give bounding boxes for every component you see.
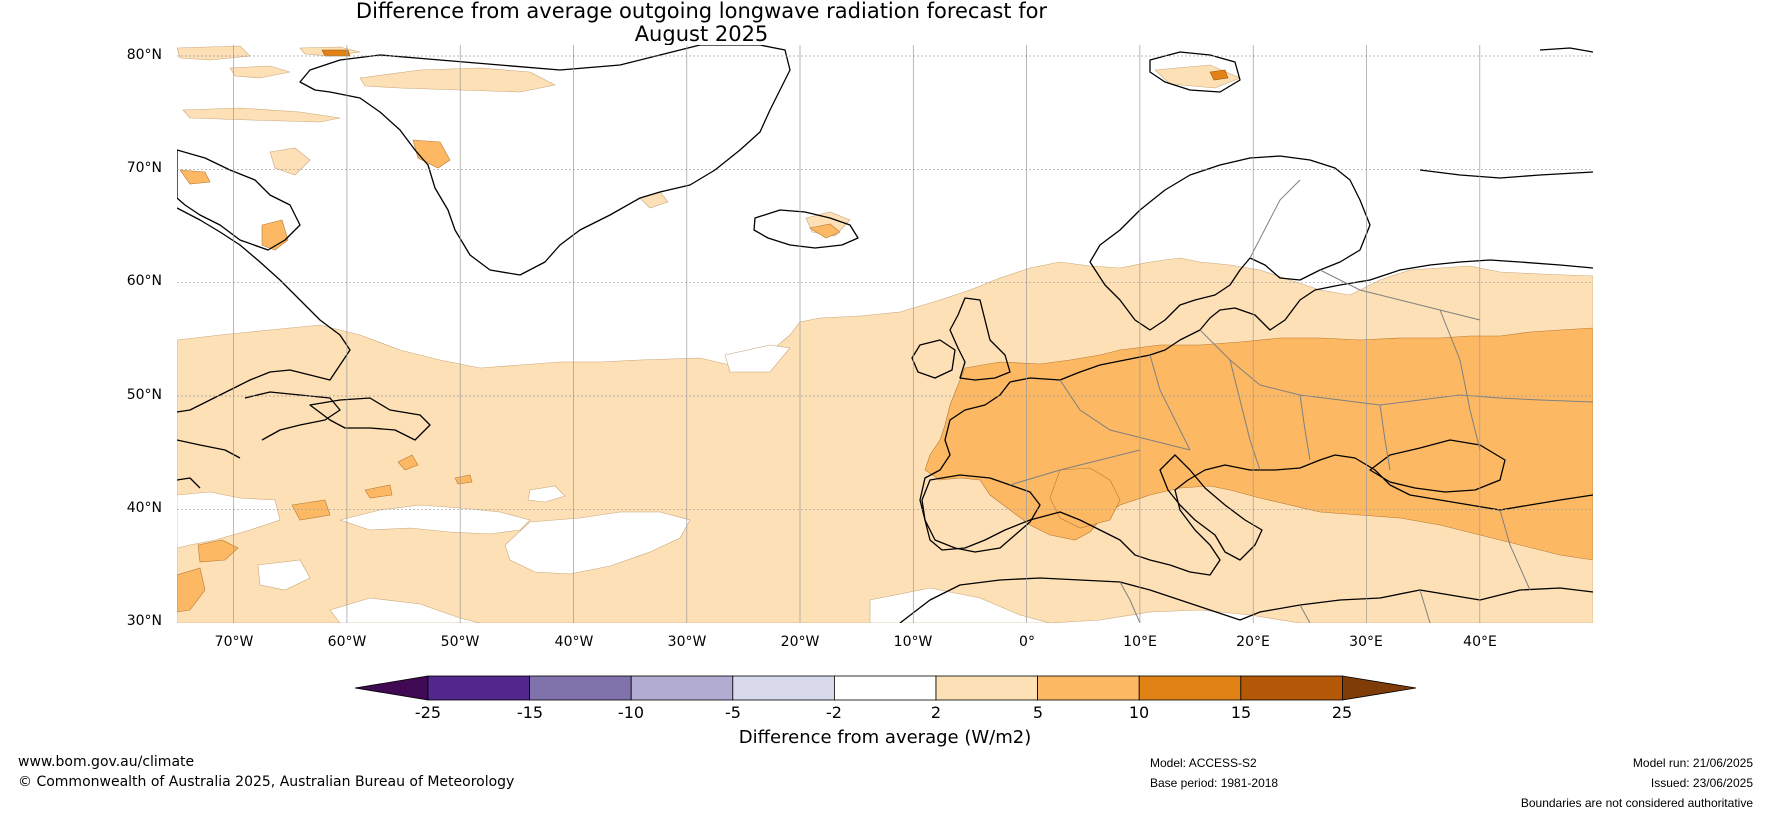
colorbar-bin <box>1138 675 1242 701</box>
lon-label: 20°E <box>1236 634 1270 650</box>
coastline-north-africa <box>899 577 1593 623</box>
lat-label: 80°N <box>126 47 162 63</box>
title-line-2: August 2025 <box>634 22 769 46</box>
colorbar-bin <box>529 675 632 701</box>
colorbar-tick: 25 <box>1331 703 1353 722</box>
copyright-text: © Commonwealth of Australia 2025, Austra… <box>18 774 515 790</box>
lat-label: 70°N <box>126 160 162 176</box>
colorbar-bin <box>1240 675 1343 701</box>
lat-label: 30°N <box>126 613 162 629</box>
country-borders <box>1009 179 1593 623</box>
coastline-great-britain <box>949 297 1011 381</box>
lon-label: 30°W <box>667 634 707 650</box>
issued-text: Issued: 23/06/2025 <box>1650 776 1753 790</box>
model-text: Model: ACCESS-S2 <box>1150 756 1257 770</box>
map-area <box>177 45 1593 623</box>
lon-label: 50°W <box>440 634 480 650</box>
colorbar-min-extend <box>354 675 429 701</box>
coastline-iceland <box>753 209 859 249</box>
lon-label: 70°W <box>214 634 254 650</box>
lon-label: 40°W <box>554 634 594 650</box>
disclaimer-text: Boundaries are not considered authoritat… <box>1520 796 1753 810</box>
colorbar-tick: -25 <box>414 703 442 722</box>
colorbar-bin <box>935 675 1038 701</box>
gridlines <box>177 45 1593 623</box>
lat-label: 60°N <box>126 273 162 289</box>
colorbar-bin <box>427 675 530 701</box>
lat-label: 40°N <box>126 500 162 516</box>
title-line-1: Difference from average outgoing longwav… <box>355 0 1048 23</box>
coastline-italy <box>1159 454 1263 561</box>
colorbar-tick: -5 <box>725 703 741 722</box>
colorbar-tick: 10 <box>1128 703 1150 722</box>
coastline-svalbard <box>1149 51 1241 93</box>
colorbar <box>354 675 1417 701</box>
model-run-text: Model run: 21/06/2025 <box>1632 756 1753 770</box>
lon-label: 10°W <box>893 634 933 650</box>
colorbar-bin <box>732 675 835 701</box>
colorbar-tick: 15 <box>1230 703 1252 722</box>
coastline-europe <box>1009 259 1593 383</box>
lon-label: 40°E <box>1463 634 1497 650</box>
colorbar-label: Difference from average (W/m2) <box>738 727 1032 748</box>
coastline-scandinavia <box>1089 155 1371 331</box>
colorbar-bin <box>834 675 937 701</box>
map-title: Difference from average outgoing longwav… <box>0 0 1403 46</box>
lon-label: 60°W <box>327 634 367 650</box>
colorbar-tick: -10 <box>617 703 645 722</box>
lon-label: 30°E <box>1349 634 1383 650</box>
lon-label: 10°E <box>1123 634 1157 650</box>
coastline-black-sea <box>1369 439 1506 493</box>
base-period-text: Base period: 1981-2018 <box>1150 776 1279 790</box>
colorbar-bin <box>630 675 734 701</box>
anomaly-fill-5-10 <box>177 139 1593 613</box>
anomaly-fill-neutral <box>177 344 1446 623</box>
colorbar-tick: 2 <box>930 703 942 722</box>
lon-label: 0° <box>1019 634 1035 650</box>
colorbar-tick: -2 <box>826 703 842 722</box>
lon-label: 20°W <box>780 634 820 650</box>
colorbar-bin <box>1037 675 1140 701</box>
colorbar-max-extend <box>1342 675 1417 701</box>
coastline-baffin <box>177 149 301 251</box>
lat-label: 50°N <box>126 387 162 403</box>
coastline-iberia <box>921 474 1041 553</box>
colorbar-tick: 5 <box>1032 703 1044 722</box>
colorbar-tick: -15 <box>516 703 544 722</box>
website-link[interactable]: www.bom.gov.au/climate <box>18 754 195 770</box>
